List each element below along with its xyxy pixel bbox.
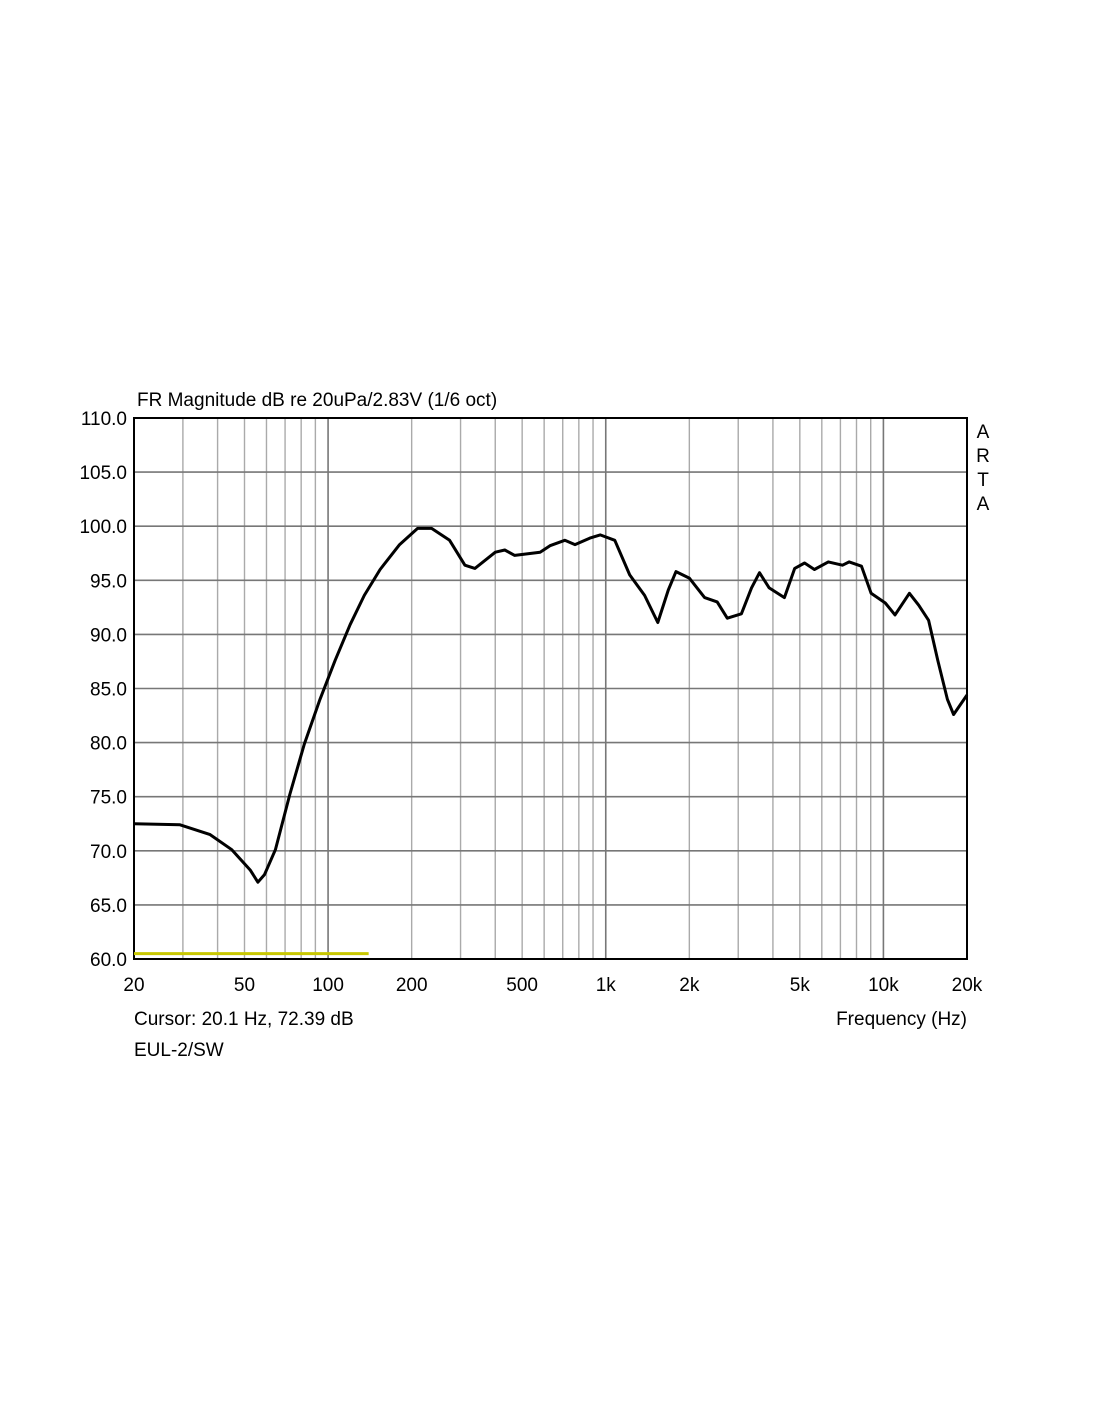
- y-tick-label: 80.0: [90, 734, 127, 755]
- y-tick-label: 110.0: [81, 409, 127, 430]
- y-tick-label: 60.0: [90, 950, 127, 971]
- series-line: [133, 526, 969, 884]
- x-axis-label: Frequency (Hz): [836, 1009, 967, 1030]
- x-tick-label: 1k: [596, 975, 617, 996]
- y-tick-label: 90.0: [90, 625, 127, 646]
- x-tick-label: 100: [312, 975, 344, 996]
- cursor-readout: Cursor: 20.1 Hz, 72.39 dB: [134, 1009, 354, 1030]
- x-tick-label: 20k: [952, 975, 983, 996]
- x-tick-label: 50: [234, 975, 255, 996]
- y-tick-label: 85.0: [90, 680, 127, 701]
- x-tick-label: 2k: [679, 975, 700, 996]
- y-tick-label: 75.0: [90, 788, 127, 809]
- arta-letter: A: [977, 422, 990, 443]
- arta-letter: A: [977, 494, 990, 515]
- plot-frame: [133, 417, 968, 960]
- x-tick-label: 200: [396, 975, 428, 996]
- x-tick-label: 500: [506, 975, 538, 996]
- y-tick-label: 65.0: [90, 896, 127, 917]
- arta-letter: T: [977, 470, 989, 491]
- x-tick-label: 10k: [868, 975, 899, 996]
- y-tick-label: 105.0: [79, 463, 127, 484]
- arta-letter: R: [976, 446, 990, 467]
- y-tick-label: 70.0: [90, 842, 127, 863]
- grid: [134, 418, 967, 959]
- x-tick-label: 20: [123, 975, 144, 996]
- y-tick-label: 100.0: [79, 517, 127, 538]
- measurement-name: EUL-2/SW: [134, 1040, 224, 1061]
- chart-title: FR Magnitude dB re 20uPa/2.83V (1/6 oct): [137, 390, 497, 411]
- x-tick-label: 5k: [790, 975, 811, 996]
- y-tick-label: 95.0: [90, 571, 127, 592]
